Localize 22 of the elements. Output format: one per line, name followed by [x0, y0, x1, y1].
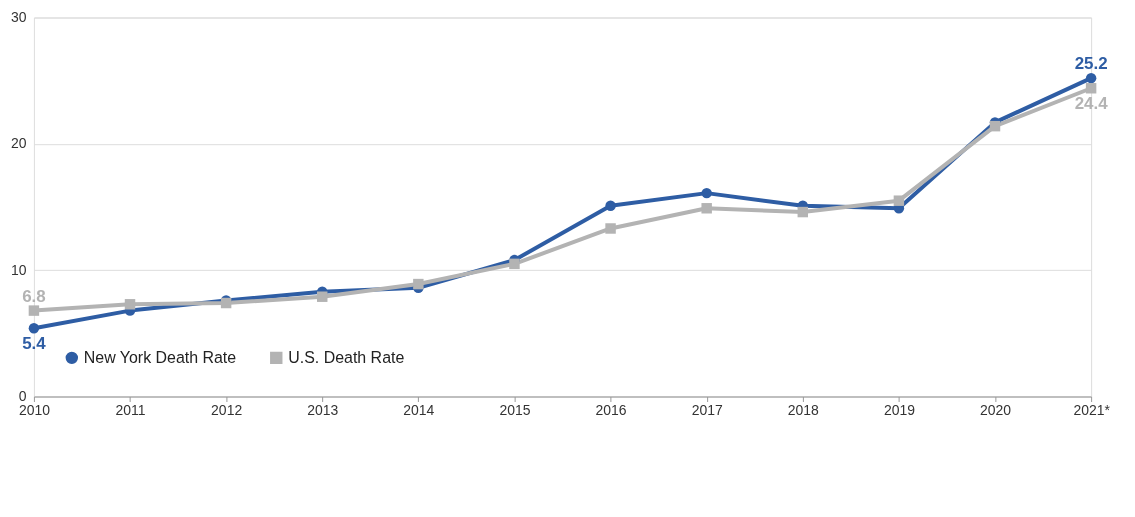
legend-label: U.S. Death Rate — [288, 348, 405, 366]
data-label: 24.4 — [1074, 94, 1109, 114]
data-label: 25.2 — [1074, 54, 1108, 74]
x-tick-label: 2011 — [115, 401, 146, 418]
x-tick-label: 2010 — [18, 401, 51, 418]
legend-label: New York Death Rate — [83, 348, 237, 366]
x-tick-label: 2020 — [979, 401, 1012, 418]
data-label: 5.4 — [22, 334, 47, 354]
y-tick-label: 30 — [10, 9, 27, 25]
x-tick-label: 2019 — [883, 401, 916, 418]
x-tick-label: 2012 — [211, 401, 243, 418]
x-tick-label: 2017 — [691, 401, 723, 418]
x-tick-label: 2014 — [403, 401, 435, 418]
x-tick-label: 2013 — [307, 401, 339, 418]
x-tick-label: 2018 — [787, 401, 820, 418]
x-tick-label: 2021* — [1073, 401, 1111, 418]
y-tick-label: 10 — [10, 261, 27, 278]
y-tick-label: 20 — [10, 135, 27, 152]
data-label: 6.8 — [22, 286, 46, 306]
y-tick-label: 0 — [18, 388, 27, 404]
x-tick-label: 2016 — [595, 401, 627, 418]
x-tick-label: 2015 — [499, 401, 531, 418]
